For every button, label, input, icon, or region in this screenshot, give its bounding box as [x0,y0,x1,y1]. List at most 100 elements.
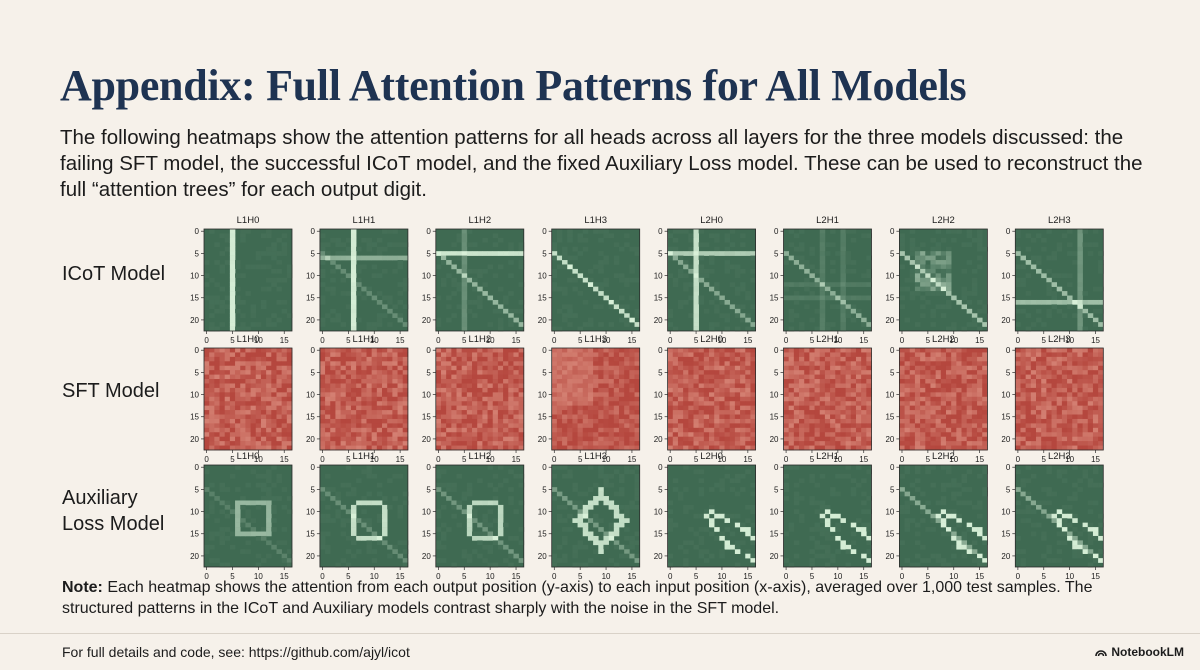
heatmap-cell [804,427,810,433]
heatmap-cell [920,356,926,362]
x-tick-label: 10 [717,336,726,345]
heatmap-cell [714,282,720,287]
y-tick-label: 10 [422,272,431,281]
heatmap-cell [1087,365,1094,371]
heatmap-cell [435,374,442,380]
heatmap-cell [487,432,494,437]
heatmap-cell [613,418,620,424]
heatmap-cell [572,356,578,362]
heatmap-cell [340,531,347,537]
heatmap-cell [235,392,241,398]
x-tick-label: 10 [254,336,263,345]
heatmap-cell [598,405,604,411]
heatmap-cell [961,365,967,371]
heatmap-cell [714,436,720,442]
heatmap-cell [325,405,331,411]
heatmap-cell [587,317,594,323]
heatmap-cell [750,322,756,327]
heatmap-cell [683,282,689,287]
heatmap-cell [677,374,684,380]
heatmap-cell [487,531,494,537]
heatmap-cell [472,251,478,256]
heatmap-cell [551,427,558,433]
heatmap-cell [977,237,983,243]
heatmap-cell [219,562,226,568]
heatmap-cell [224,535,231,541]
heatmap-cell [361,414,367,420]
heatmap-cell [281,553,288,559]
heatmap-cell [487,522,494,528]
heatmap-cell [461,313,468,318]
heatmap-cell [456,522,462,528]
heatmap-cell [1087,410,1094,415]
y-tick-label: 20 [885,316,894,325]
heatmap-cell [250,441,257,446]
heatmap-cell [793,387,800,393]
heatmap-cell [214,423,220,429]
heatmap-cell [1077,414,1083,420]
heatmap-cell [245,326,251,332]
heatmap-cell [235,531,241,537]
heatmap-cell [255,352,262,358]
heatmap-cell [1025,418,1032,424]
heatmap-cell [618,379,625,384]
heatmap-cell [260,401,267,406]
heatmap-cell [603,405,609,411]
heatmap-cell [371,392,378,398]
heatmap-cell [508,251,514,256]
x-tick-label: 5 [810,336,815,345]
heatmap-cell [714,423,720,429]
heatmap-cell [325,251,331,256]
heatmap-cell [693,418,699,424]
heatmap-cell [1051,410,1058,415]
heatmap-cell [319,282,326,287]
heatmap-cell [286,365,293,371]
heatmap-cell [461,427,468,433]
heatmap-cell [914,255,921,261]
heatmap-cell [830,410,836,415]
heatmap-cell [567,304,573,310]
heatmap-cell [556,370,563,375]
heatmap-cell [693,242,699,248]
heatmap-cell [219,392,226,398]
heatmap-cell [814,445,821,451]
heatmap-cell [866,445,872,451]
heatmap-cell [435,513,442,519]
heatmap-cell [629,370,635,375]
heatmap-cell [219,352,226,358]
heatmap-cell [487,383,494,389]
heatmap-cell [366,445,372,451]
heatmap-cell [567,383,573,389]
heatmap-cell [572,268,578,274]
heatmap-cell [397,513,404,519]
heatmap-cell [255,374,262,380]
heatmap-cell [809,423,815,429]
heatmap-cell [703,356,710,362]
heatmap-cell [276,383,282,389]
heatmap-cell [224,246,231,252]
heatmap-cell [793,291,800,296]
heatmap-cell [435,392,442,398]
heatmap-cell [734,313,741,318]
heatmap-cell [734,352,741,358]
heatmap-cell [603,396,609,402]
heatmap-cell [899,427,905,433]
heatmap-cell [371,295,378,301]
heatmap-cell [598,282,604,287]
heatmap-cell [1046,268,1052,274]
heatmap-cell [719,418,725,424]
heatmap-cell [850,414,857,420]
heatmap-cell [914,264,921,270]
heatmap-cell [240,405,246,411]
heatmap-cell [804,361,810,367]
heatmap-cell [593,427,599,433]
heatmap-cell [240,313,246,318]
heatmap-cell [1046,427,1052,433]
heatmap-cell [745,251,751,256]
heatmap-cell [899,401,905,406]
heatmap-cell [255,387,262,393]
heatmap-cell [325,423,331,429]
heatmap-cell [745,414,751,420]
heatmap-cell [466,392,473,398]
heatmap-cell [945,370,952,375]
